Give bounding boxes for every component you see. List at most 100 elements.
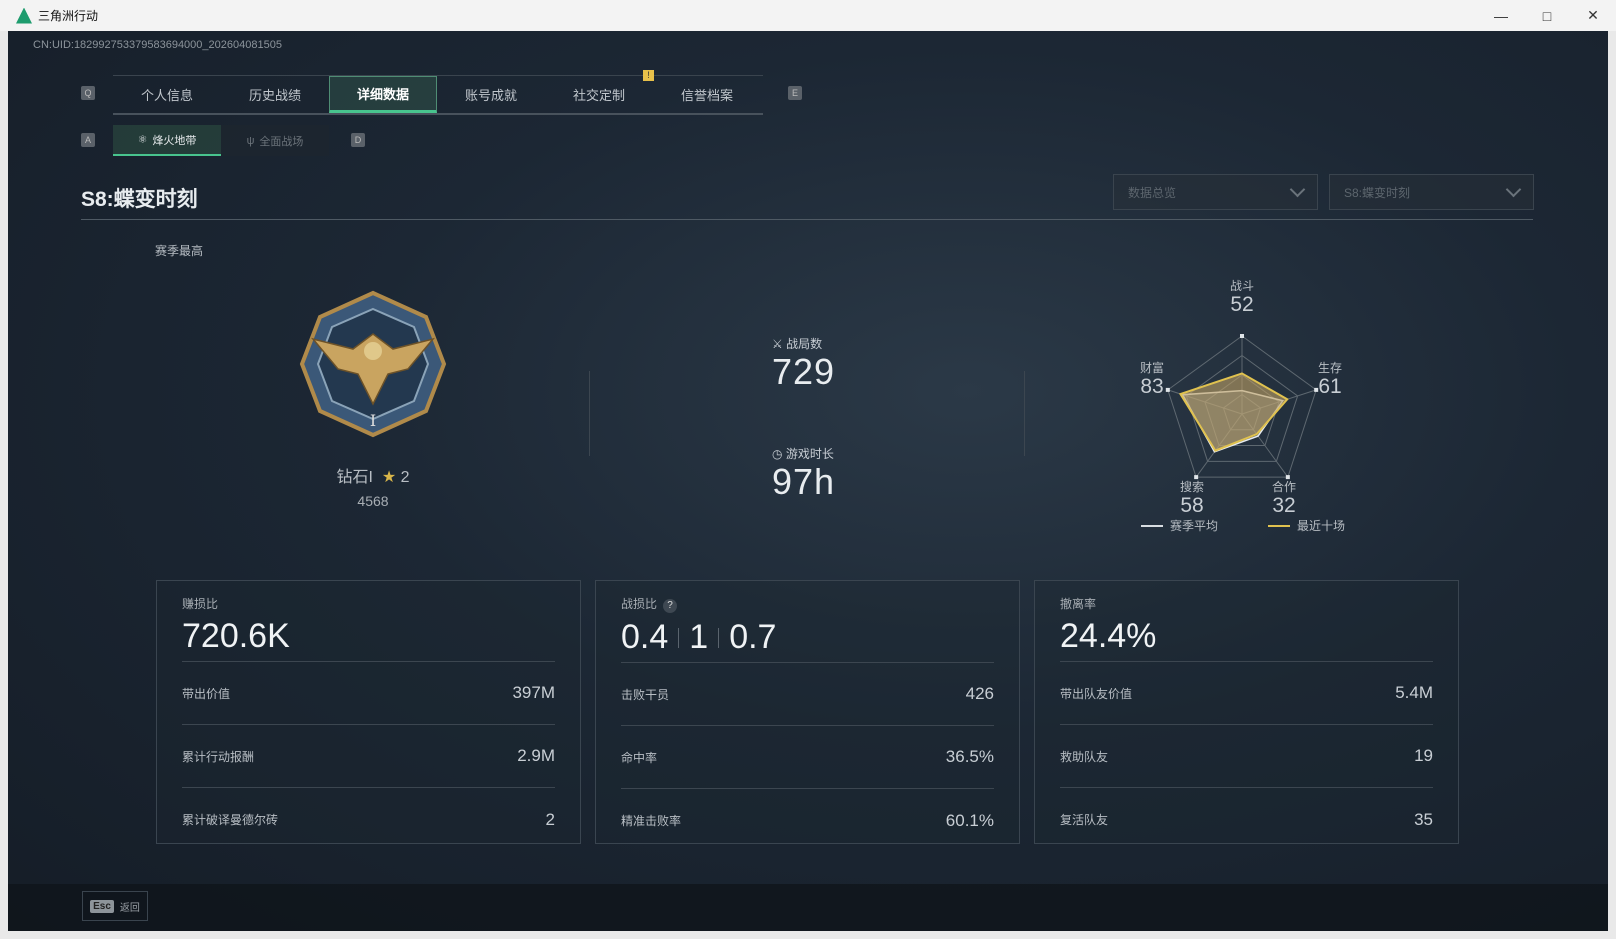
subtab-warfare[interactable]: ψ 全面战场 (221, 125, 329, 156)
rank-score: 4568 (357, 493, 389, 509)
tab-detailed-data[interactable]: 详细数据 (329, 76, 437, 113)
axis-label-wealth: 财富 (1139, 361, 1164, 375)
radar-axis-marker (1314, 387, 1319, 392)
tab-achievements[interactable]: 账号成就 (464, 88, 517, 103)
radar-svg (1165, 334, 1319, 480)
uid-text: CN:UID:182992753379583694000_20260408150… (33, 39, 282, 51)
subtab-extraction[interactable]: ⚛ 烽火地带 (113, 125, 221, 156)
card-title: 战损比? (621, 595, 994, 613)
row-label: 精准击败率 (621, 814, 682, 828)
axis-label-survival: 生存 (1317, 361, 1342, 375)
tab-history[interactable]: 历史战绩 (248, 88, 301, 103)
tab-social[interactable]: 社交定制 (572, 88, 625, 103)
radar-axis-marker (1165, 387, 1170, 392)
dropdown-value: 数据总览 (1128, 185, 1177, 200)
legend-label: 最近十场 (1297, 519, 1346, 533)
back-button[interactable]: Esc 返回 (82, 891, 148, 921)
table-row: 累计行动报酬 2.9M (182, 725, 555, 788)
rank-stars: 2 (400, 469, 410, 486)
subtab-label: 全面战场 (259, 135, 304, 148)
axis-value-survival: 61 (1318, 375, 1342, 398)
axis-label-search: 搜索 (1179, 480, 1204, 494)
table-row: 精准击败率 60.1% (621, 789, 994, 852)
row-value: 36.5% (945, 747, 994, 766)
card-headline: 24.4% (1060, 612, 1433, 662)
warfare-icon: ψ (246, 134, 255, 147)
key-hint-q[interactable]: Q (81, 86, 95, 100)
season-best-label: 赛季最高 (155, 244, 204, 258)
card-kd: 战损比? 0.4 1 0.7 击败干员 426 命中率 36.5% 精准击败率 60.1% (595, 580, 1020, 844)
table-row: 带出价值 397M (182, 662, 555, 725)
table-row: 击败干员 426 (621, 663, 994, 726)
row-value: 2 (545, 809, 555, 829)
legend-recent-ten: 最近十场 (1268, 517, 1345, 534)
radar-axis-marker (1285, 475, 1290, 480)
row-value: 2.9M (517, 746, 555, 765)
card-headline: 0.4 1 0.7 (621, 613, 994, 663)
radar-axis-marker (1240, 334, 1244, 338)
card-title: 赚损比 (182, 597, 219, 611)
headline-value: 1 (689, 618, 709, 656)
svg-text:I: I (370, 411, 376, 430)
row-value: 426 (965, 684, 994, 703)
table-row: 复活队友 35 (1060, 788, 1433, 851)
rank-title: 钻石I (336, 469, 373, 486)
tab-personal-info[interactable]: 个人信息 (140, 88, 193, 103)
main-tabs: 个人信息 历史战绩 详细数据 账号成就 社交定制 信誉档案 (113, 75, 763, 115)
maximize-button[interactable]: □ (1542, 7, 1552, 24)
extraction-icon: ⚛ (137, 134, 148, 146)
season-dropdown[interactable]: S8:蝶变时刻 (1329, 174, 1534, 210)
axis-value-combat: 52 (1230, 293, 1254, 316)
row-label: 带出价值 (182, 686, 231, 701)
headline-value: 0.7 (729, 618, 777, 656)
label-text: 战局数 (786, 337, 823, 351)
legend-label: 赛季平均 (1170, 519, 1219, 533)
page-title: S8:蝶变时刻 (81, 188, 198, 211)
back-label: 返回 (119, 902, 140, 914)
close-button[interactable]: ✕ (1587, 7, 1599, 23)
playtime-value: 97h (772, 461, 836, 502)
dropdown-value: S8:蝶变时刻 (1344, 185, 1411, 200)
window-title: 三角洲行动 (38, 9, 99, 23)
chevron-down-icon (1289, 181, 1306, 197)
table-row: 命中率 36.5% (621, 726, 994, 789)
help-icon[interactable]: ? (663, 599, 678, 613)
radar-grid-ring (1167, 335, 1317, 478)
chevron-down-icon (1505, 181, 1522, 197)
app-logo-icon (16, 7, 32, 24)
alert-badge: ! (643, 70, 654, 81)
tab-credit[interactable]: 信誉档案 (680, 88, 733, 103)
star-icon: ★ (381, 469, 397, 486)
table-row: 累计破译曼德尔砖 2 (182, 788, 555, 851)
key-hint-e[interactable]: E (788, 86, 802, 100)
row-label: 累计破译曼德尔砖 (182, 813, 279, 827)
label-text: 游戏时长 (785, 447, 834, 461)
row-value: 397M (512, 683, 555, 702)
radar-axis-marker (1194, 475, 1199, 480)
esc-key-icon: Esc (90, 899, 114, 913)
axis-label-combat: 战斗 (1229, 279, 1254, 293)
row-label: 命中率 (621, 750, 658, 765)
minimize-button[interactable]: — (1494, 7, 1508, 24)
row-label: 救助队友 (1060, 749, 1109, 764)
key-hint-a[interactable]: A (81, 133, 95, 147)
axis-value-search: 58 (1180, 494, 1204, 517)
game-window: CN:UID:182992753379583694000_20260408150… (8, 31, 1608, 931)
card-profit: 赚损比 720.6K 带出价值 397M 累计行动报酬 2.9M 累计破译曼德尔砖 2 (156, 580, 581, 844)
headline-value: 0.4 (621, 618, 669, 656)
card-extraction: 撤离率 24.4% 带出队友价值 5.4M 救助队友 19 复活队友 35 (1034, 580, 1459, 844)
row-value: 35 (1414, 809, 1433, 829)
radar-series-recent-ten (1178, 372, 1289, 452)
axis-label-teamwork: 合作 (1271, 480, 1296, 494)
row-value: 60.1% (945, 810, 994, 830)
playtime-label: ◷ 游戏时长 (772, 445, 834, 462)
title-bar: 三角洲行动 — □ ✕ (0, 0, 1616, 31)
axis-value-teamwork: 32 (1272, 494, 1296, 517)
table-row: 救助队友 19 (1060, 725, 1433, 788)
divider (81, 219, 1533, 220)
radar-chart: 战斗 52 生存 61 合作 32 搜索 58 财富 83 (1128, 251, 1378, 551)
key-hint-d[interactable]: D (351, 133, 365, 147)
divider (589, 371, 590, 456)
row-label: 击败干员 (621, 687, 670, 702)
view-dropdown[interactable]: 数据总览 (1113, 174, 1318, 210)
